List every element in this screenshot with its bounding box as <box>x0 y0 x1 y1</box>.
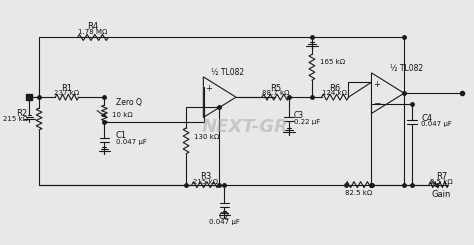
Text: R4: R4 <box>87 22 99 31</box>
Text: C3: C3 <box>294 110 304 120</box>
Text: 1.78 MΩ: 1.78 MΩ <box>78 29 108 35</box>
Text: +: + <box>205 84 211 93</box>
Text: NEXT-GR: NEXT-GR <box>202 118 289 136</box>
Text: 124 kΩ: 124 kΩ <box>322 90 347 96</box>
Text: 215 kΩ: 215 kΩ <box>2 116 27 122</box>
Text: C4: C4 <box>421 113 433 122</box>
Text: R2: R2 <box>17 109 27 118</box>
Text: 88.7 kΩ: 88.7 kΩ <box>262 90 289 96</box>
Text: 0.047 μF: 0.047 μF <box>209 220 240 225</box>
Text: Zero Q: Zero Q <box>116 98 142 107</box>
Text: R3: R3 <box>200 172 211 181</box>
Text: 10 kΩ: 10 kΩ <box>112 112 133 118</box>
Text: ½ TL082: ½ TL082 <box>211 68 244 77</box>
Text: R5: R5 <box>270 84 281 93</box>
Text: 237 kΩ: 237 kΩ <box>55 90 80 96</box>
Text: 0.047 μF: 0.047 μF <box>116 139 147 145</box>
Text: 165 kΩ: 165 kΩ <box>319 59 345 65</box>
Text: ½ TL082: ½ TL082 <box>391 64 424 73</box>
Text: −: − <box>373 98 380 107</box>
Text: 0.22 μF: 0.22 μF <box>294 119 320 125</box>
Text: +: + <box>373 80 380 88</box>
Text: Gain: Gain <box>432 190 451 199</box>
Text: C1: C1 <box>116 131 127 140</box>
Text: R7: R7 <box>436 172 447 181</box>
Text: R1: R1 <box>61 84 73 93</box>
Text: C2: C2 <box>219 212 230 221</box>
Text: 82.5 kΩ: 82.5 kΩ <box>346 190 373 196</box>
Text: R6: R6 <box>329 84 341 93</box>
Text: −: − <box>204 102 212 111</box>
Text: 130 kΩ: 130 kΩ <box>194 134 219 140</box>
Text: 0.047 μF: 0.047 μF <box>421 121 452 127</box>
Text: 215 kΩ: 215 kΩ <box>193 179 218 185</box>
Text: 2.5 kΩ: 2.5 kΩ <box>430 179 453 185</box>
